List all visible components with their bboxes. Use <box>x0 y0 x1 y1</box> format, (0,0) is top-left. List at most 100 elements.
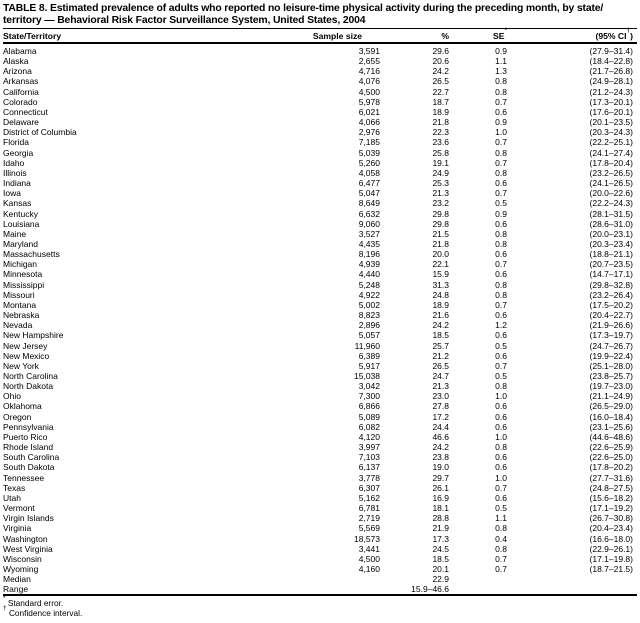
cell-ci: (20.1–23.5) <box>589 117 633 128</box>
table-row: Nevada 2,896 24.2 1.2 (21.9–26.6) <box>3 320 637 330</box>
cell-sample-size: 3,527 <box>358 228 380 239</box>
cell-sample-size: 6,632 <box>358 208 380 219</box>
cell-sample-size: 4,440 <box>358 269 380 280</box>
cell-ci: (24.1–27.4) <box>589 147 633 158</box>
cell-se <box>449 584 507 597</box>
cell-ci: (19.7–23.0) <box>589 381 633 392</box>
cell-percent: 31.3 <box>432 279 449 290</box>
cell-percent: 23.6 <box>432 137 449 148</box>
cell-percent: 22.1 <box>432 259 449 270</box>
cell-se: 0.6 <box>495 218 507 229</box>
table-row: California 4,500 22.7 0.8 (21.2–24.3) <box>3 87 637 97</box>
cell-sample-size: 8,823 <box>358 310 380 321</box>
cell-percent: 22.3 <box>432 127 449 138</box>
cell-state: North Dakota <box>3 381 54 392</box>
cell-state: Oklahoma <box>3 401 42 412</box>
cell-sample-size: 6,082 <box>358 421 380 432</box>
table-row: Puerto Rico 4,120 46.6 1.0 (44.6–48.6) <box>3 432 637 442</box>
cell-state: Kansas <box>3 198 32 209</box>
cell-percent: 23.8 <box>432 452 449 463</box>
cell-ci: (21.2–24.3) <box>589 86 633 97</box>
cell-state: Louisiana <box>3 218 40 229</box>
cell-sample-size: 9,060 <box>358 218 380 229</box>
cell-se: 0.8 <box>495 86 507 97</box>
cell-se: 0.7 <box>495 482 507 493</box>
cell-percent: 18.5 <box>432 330 449 341</box>
cell-ci: (18.7–21.5) <box>589 563 633 574</box>
table-body: Alabama 3,591 29.6 0.9 (27.9–31.4) Alaska 2,65… <box>3 43 637 597</box>
cell-ci: (27.9–31.4) <box>589 46 633 56</box>
cell-se: 0.6 <box>495 106 507 117</box>
cell-se: 0.7 <box>495 563 507 574</box>
table-row: Nebraska 8,823 21.6 0.6 (20.4–22.7) <box>3 310 637 320</box>
cell-state: Rhode Island <box>3 442 54 453</box>
table-row: West Virginia 3,441 24.5 0.8 (22.9–26.1) <box>3 544 637 554</box>
cell-sample-size <box>295 584 380 597</box>
cell-percent: 21.9 <box>432 523 449 534</box>
cell-ci: (20.4–23.4) <box>589 523 633 534</box>
cell-state: Massachusetts <box>3 249 60 260</box>
table-row: Alaska 2,655 20.6 1.1 (18.4–22.8) <box>3 56 637 66</box>
cell-se: 0.5 <box>495 340 507 351</box>
table-row: Colorado 5,978 18.7 0.7 (17.3–20.1) <box>3 97 637 107</box>
summary-row: Median 22.9 <box>3 574 637 584</box>
cell-sample-size: 7,185 <box>358 137 380 148</box>
cell-sample-size: 2,976 <box>358 127 380 138</box>
table-row: Indiana 6,477 25.3 0.6 (24.1–26.5) <box>3 178 637 188</box>
table-row: New Hampshire 5,057 18.5 0.6 (17.3–19.7) <box>3 330 637 340</box>
cell-percent: 29.8 <box>432 208 449 219</box>
cell-state: Idaho <box>3 157 25 168</box>
cell-sample-size: 3,997 <box>358 442 380 453</box>
cell-sample-size: 4,500 <box>358 86 380 97</box>
cell-se: 0.6 <box>495 350 507 361</box>
summary-row: Range 15.9–46.6 <box>3 584 637 597</box>
cell-percent: 29.8 <box>432 218 449 229</box>
cell-percent: 26.1 <box>432 482 449 493</box>
table-row: Wisconsin 4,500 18.5 0.7 (17.1–19.8) <box>3 554 637 564</box>
cell-ci: (16.0–18.4) <box>589 411 633 422</box>
cell-ci: (27.7–31.6) <box>589 472 633 483</box>
cell-percent: 16.9 <box>432 492 449 503</box>
cell-ci: (44.6–48.6) <box>589 431 633 442</box>
cell-percent: 25.8 <box>432 147 449 158</box>
cell-percent: 21.5 <box>432 228 449 239</box>
cell-sample-size: 7,103 <box>358 452 380 463</box>
cell-sample-size: 5,248 <box>358 279 380 290</box>
cell-percent: 24.7 <box>432 371 449 381</box>
cell-percent: 46.6 <box>432 431 449 442</box>
cell-se: 0.8 <box>495 167 507 178</box>
ci-footnote-marker: † <box>626 27 631 35</box>
cell-state: South Dakota <box>3 462 55 473</box>
cell-state: Utah <box>3 492 21 503</box>
cell-sample-size: 4,160 <box>358 563 380 574</box>
cell-state: Maine <box>3 228 27 239</box>
table-row: Virgin Islands 2,719 28.8 1.1 (26.7–30.8) <box>3 513 637 523</box>
column-header-state-territory: State/Territory <box>3 28 295 44</box>
cell-percent: 24.4 <box>432 421 449 432</box>
cell-sample-size: 2,655 <box>358 56 380 67</box>
prevalence-table: State/Territory Sample size % SE* (95% C… <box>3 27 637 597</box>
cell-state: Arizona <box>3 66 32 77</box>
cell-ci: (17.3–20.1) <box>589 96 633 107</box>
cell-state: New Hampshire <box>3 330 64 341</box>
table-row: Missouri 4,922 24.8 0.8 (23.2–26.4) <box>3 290 637 300</box>
cell-ci: (23.2–26.5) <box>589 167 633 178</box>
cell-percent: 21.2 <box>432 350 449 361</box>
cell-se: 0.7 <box>495 360 507 371</box>
cell-sample-size: 5,057 <box>358 330 380 341</box>
table-row: Oklahoma 6,866 27.8 0.6 (26.5–29.0) <box>3 401 637 411</box>
cell-ci: (22.9–26.1) <box>589 543 633 554</box>
table-row: Alabama 3,591 29.6 0.9 (27.9–31.4) <box>3 43 637 56</box>
cell-state: Median <box>3 574 31 585</box>
cell-ci: (17.8–20.2) <box>589 462 633 473</box>
table-row: Arizona 4,716 24.2 1.3 (21.7–26.8) <box>3 66 637 76</box>
cell-se: 0.8 <box>495 543 507 554</box>
table-header-row: State/Territory Sample size % SE* (95% C… <box>3 27 637 44</box>
cell-se: 0.7 <box>495 96 507 107</box>
column-header-percent: % <box>380 28 449 44</box>
table-row: Kansas 8,649 23.2 0.5 (22.2–24.3) <box>3 198 637 208</box>
cell-se: 0.6 <box>495 411 507 422</box>
cell-ci: (22.2–25.1) <box>589 137 633 148</box>
cell-sample-size: 6,389 <box>358 350 380 361</box>
table-row: Virginia 5,569 21.9 0.8 (20.4–23.4) <box>3 523 637 533</box>
